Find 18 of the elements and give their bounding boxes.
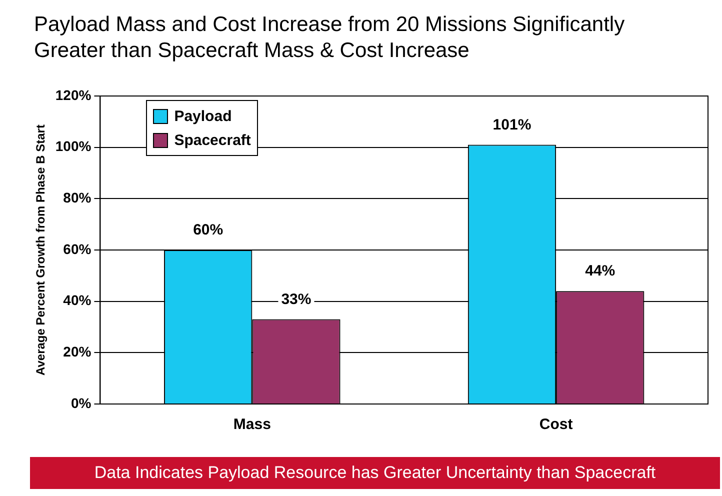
chart-title: Payload Mass and Cost Increase from 20 Missions Significantly Greater than Spacecraft Mass & Cost Increase (34, 12, 626, 64)
x-tick-label: Cost (539, 416, 573, 434)
legend-label: Payload (174, 108, 232, 124)
y-tick-label: 100% (55, 138, 92, 154)
text: Data Indicates Payload Resource has Greater Uncertainty than Spacecraft (30, 457, 720, 489)
y-tick-label: 20% (63, 344, 92, 360)
x-tick-label: Mass (233, 416, 271, 434)
legend-label: Spacecraft (174, 132, 251, 148)
y-axis-title: Average Percent Growth from Phase B Start (34, 124, 48, 376)
data-label: 60% (193, 222, 224, 239)
y-tick-label: 60% (63, 240, 92, 257)
y-tick-label: 120% (55, 86, 92, 103)
data-label: 44% (585, 262, 616, 280)
y-tick-label: 0% (70, 394, 92, 411)
y-tick-label: 80% (63, 190, 92, 206)
data-label: 33% (281, 290, 312, 308)
y-tick-label: 40% (63, 292, 92, 308)
data-label: 101% (492, 116, 532, 134)
